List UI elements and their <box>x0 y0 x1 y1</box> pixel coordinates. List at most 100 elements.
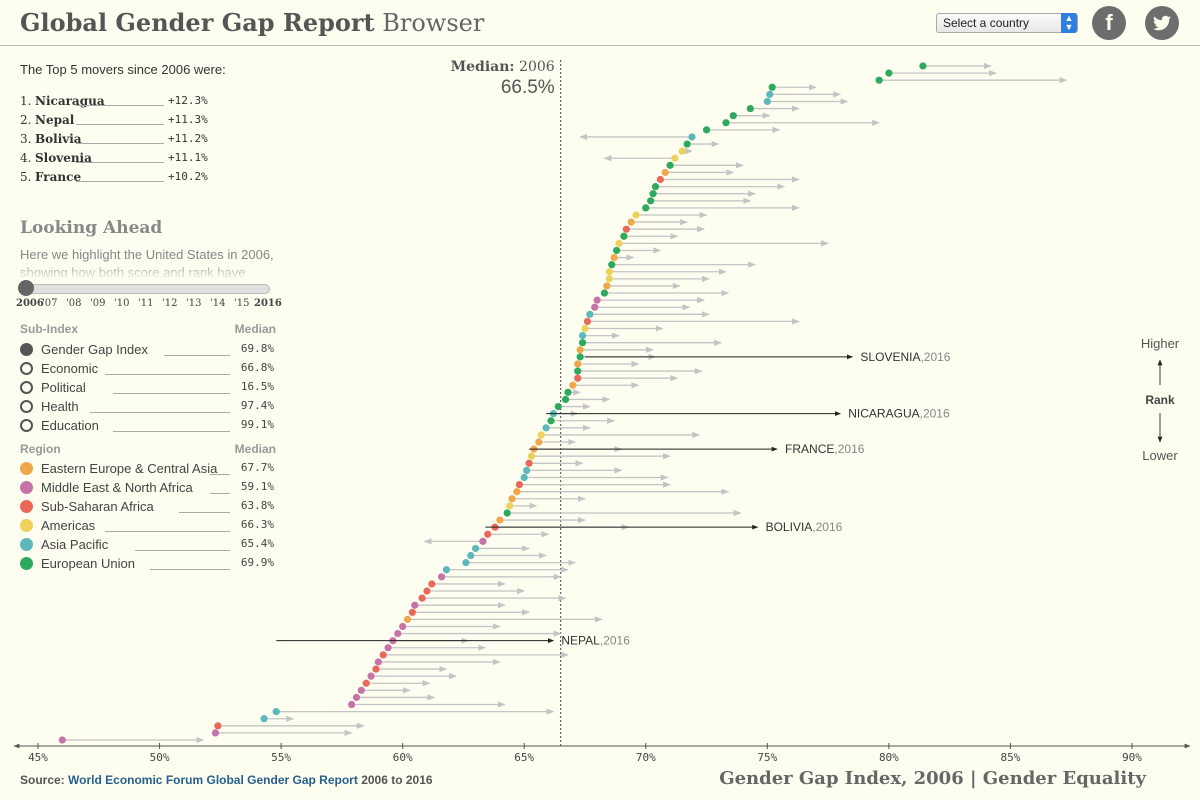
region-row[interactable]: Middle East & North Africa 59.1% <box>20 479 278 497</box>
country-dot[interactable] <box>462 559 470 567</box>
country-dot[interactable] <box>348 700 356 709</box>
country-dot[interactable] <box>394 629 402 638</box>
country-dot[interactable] <box>352 693 361 702</box>
highlight-label[interactable]: NICARAGUA,2016 <box>848 407 950 421</box>
year-tick[interactable]: '11 <box>138 298 154 309</box>
country-dot[interactable] <box>763 97 771 106</box>
subindex-row[interactable]: Political 16.5% <box>20 379 278 397</box>
year-tick[interactable]: 2016 <box>254 298 282 309</box>
country-dot[interactable] <box>214 722 222 730</box>
country-dot[interactable] <box>768 83 776 91</box>
country-dot[interactable] <box>520 473 528 482</box>
country-dot[interactable] <box>722 119 730 127</box>
country-dot[interactable] <box>578 332 587 340</box>
country-dot[interactable] <box>610 253 618 262</box>
mover-name[interactable]: France <box>35 170 82 184</box>
country-dot[interactable] <box>581 324 589 333</box>
country-dot[interactable] <box>885 69 893 77</box>
country-dot[interactable] <box>746 104 754 113</box>
country-dot[interactable] <box>678 147 686 155</box>
country-dot[interactable] <box>561 395 570 404</box>
country-dot[interactable] <box>651 183 660 191</box>
country-select[interactable]: Select a country ▲ ▼ <box>936 13 1078 33</box>
country-dot[interactable] <box>656 175 664 184</box>
region-row[interactable]: Eastern Europe & Central Asia 67.7% <box>20 460 278 478</box>
country-dot[interactable] <box>642 204 650 212</box>
year-tick[interactable]: 2006 <box>16 298 44 309</box>
mover-name[interactable]: Bolivia <box>35 132 82 146</box>
year-tick[interactable]: '15 <box>234 298 250 309</box>
country-dot[interactable] <box>613 246 621 255</box>
radio-empty-icon[interactable] <box>20 362 33 375</box>
country-dot[interactable] <box>583 317 592 326</box>
country-dot[interactable] <box>586 310 594 318</box>
country-dot[interactable] <box>442 566 451 574</box>
country-dot[interactable] <box>554 402 562 411</box>
country-dot[interactable] <box>467 551 475 560</box>
source-link[interactable]: World Economic Forum Global Gender Gap R… <box>68 773 358 787</box>
country-dot[interactable] <box>362 679 370 687</box>
country-dot[interactable] <box>508 495 516 503</box>
radio-empty-icon[interactable] <box>20 419 33 432</box>
subindex-row[interactable]: Education 99.1% <box>20 417 278 435</box>
country-dot[interactable] <box>418 594 426 602</box>
country-dot[interactable] <box>503 509 511 517</box>
country-dot[interactable] <box>384 644 392 652</box>
country-dot[interactable] <box>515 480 523 489</box>
year-tick[interactable]: '14 <box>210 298 226 309</box>
country-dot[interactable] <box>875 76 883 84</box>
highlight-label[interactable]: NEPAL,2016 <box>561 634 630 648</box>
radio-empty-icon[interactable] <box>20 400 33 413</box>
country-dot[interactable] <box>374 658 382 666</box>
country-dot[interactable] <box>547 417 555 425</box>
country-dot[interactable] <box>428 580 436 588</box>
mover-name[interactable]: Nicaragua <box>35 94 105 108</box>
country-dot[interactable] <box>919 62 927 70</box>
country-dot[interactable] <box>437 573 446 581</box>
country-dot[interactable] <box>525 459 533 467</box>
country-dot[interactable] <box>605 275 613 283</box>
country-dot[interactable] <box>593 296 601 304</box>
country-dot[interactable] <box>569 381 577 389</box>
subindex-row[interactable]: Gender Gap Index 69.8% <box>20 341 278 359</box>
country-dot[interactable] <box>542 424 550 432</box>
highlight-label[interactable]: FRANCE,2016 <box>785 442 865 456</box>
country-dot[interactable] <box>574 374 582 382</box>
country-dot[interactable] <box>591 303 599 311</box>
facebook-icon[interactable]: f <box>1092 6 1126 40</box>
country-dot[interactable] <box>537 431 545 439</box>
year-tick[interactable]: '08 <box>66 298 82 309</box>
country-dot[interactable] <box>574 367 582 375</box>
radio-selected-icon[interactable] <box>20 343 33 356</box>
country-dot[interactable] <box>513 488 521 496</box>
country-dot[interactable] <box>423 587 431 595</box>
country-dot[interactable] <box>272 708 280 716</box>
country-dot[interactable] <box>702 126 711 134</box>
subindex-row[interactable]: Health 97.4% <box>20 398 278 416</box>
year-tick[interactable]: '13 <box>186 298 202 309</box>
country-dot[interactable] <box>666 161 674 169</box>
country-dot[interactable] <box>479 537 487 545</box>
country-dot[interactable] <box>411 601 419 609</box>
region-row[interactable]: European Union 69.9% <box>20 555 278 573</box>
country-dot[interactable] <box>683 140 691 148</box>
country-dot[interactable] <box>576 346 584 354</box>
country-dot[interactable] <box>58 736 66 744</box>
country-dot[interactable] <box>211 729 220 737</box>
country-dot[interactable] <box>399 622 407 631</box>
country-dot[interactable] <box>766 90 774 98</box>
twitter-icon[interactable] <box>1145 6 1179 40</box>
year-tick[interactable]: '07 <box>42 298 58 309</box>
country-dot[interactable] <box>403 615 412 623</box>
country-dot[interactable] <box>671 154 679 162</box>
country-dot[interactable] <box>649 190 657 198</box>
country-dot[interactable] <box>372 665 380 673</box>
country-dot[interactable] <box>632 211 640 219</box>
country-dot[interactable] <box>688 133 696 141</box>
country-dot[interactable] <box>608 261 616 269</box>
year-slider-handle[interactable] <box>18 280 34 296</box>
country-dot[interactable] <box>357 686 365 694</box>
country-dot[interactable] <box>620 232 628 240</box>
country-dot[interactable] <box>472 544 480 553</box>
country-dot[interactable] <box>379 651 387 659</box>
